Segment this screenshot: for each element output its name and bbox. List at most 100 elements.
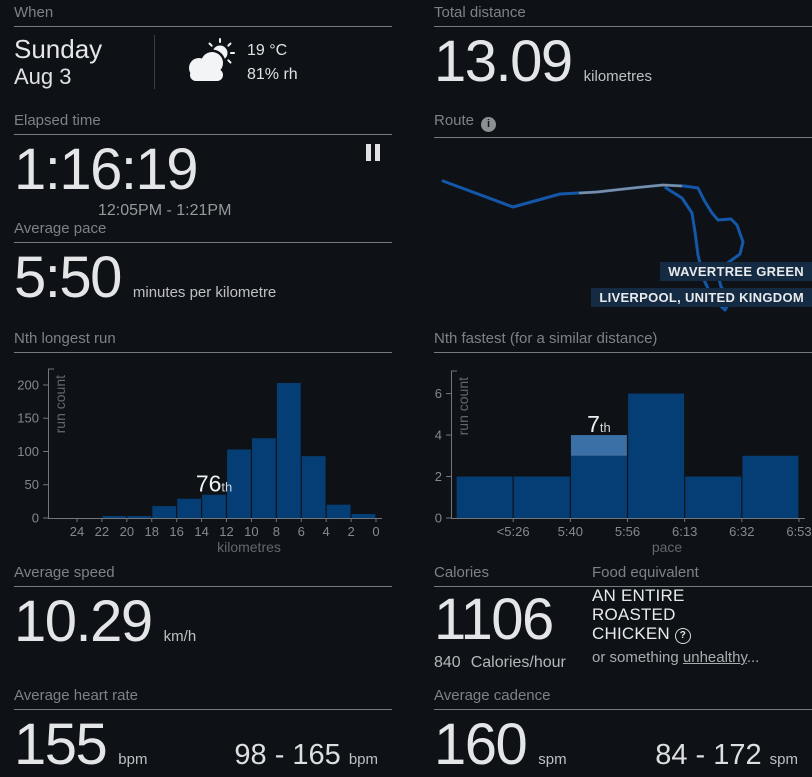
unhealthy-link[interactable]: unhealthy	[682, 649, 747, 666]
temperature-text: 19 °C	[247, 42, 288, 59]
svg-text:2: 2	[435, 469, 442, 484]
heart-rate-range: 98 - 165 bpm	[234, 739, 378, 772]
svg-text:run count: run count	[52, 375, 68, 433]
average-heart-rate-unit: bpm	[118, 751, 148, 768]
svg-text:2: 2	[347, 524, 354, 539]
when-content: Sunday Aug 3	[14, 35, 392, 90]
average-pace-section: Average pace 5:50 minutes per kilometre	[14, 220, 392, 307]
svg-text:6: 6	[298, 524, 305, 539]
average-cadence-value: 160	[434, 712, 528, 777]
svg-text:200: 200	[17, 377, 39, 392]
svg-text:4: 4	[435, 428, 442, 443]
average-cadence-label: Average cadence	[434, 687, 551, 704]
average-pace-unit: minutes per kilometre	[132, 284, 277, 301]
cadence-range-unit: spm	[769, 751, 798, 768]
route-location-area: WAVERTREE GREEN	[660, 262, 812, 281]
route-label: Route	[434, 112, 475, 129]
question-icon[interactable]: ?	[674, 628, 691, 644]
route-path-svg	[441, 179, 745, 312]
partly-cloudy-icon	[183, 37, 237, 90]
food-equivalent-block: AN ENTIRE ROASTED CHICKEN? or something …	[592, 586, 812, 666]
day-text: Sunday	[14, 34, 103, 64]
time-range-text: 12:05PM - 1:21PM	[98, 202, 232, 219]
svg-text:0: 0	[435, 511, 442, 526]
average-cadence-section: Average cadence 160 spm 84 - 172 spm	[434, 687, 812, 774]
average-pace-header: Average pace	[14, 220, 392, 243]
calories-food-header: Calories Food equivalent	[434, 564, 812, 587]
svg-text:18: 18	[145, 524, 159, 539]
average-speed-label: Average speed	[14, 564, 115, 581]
svg-text:50: 50	[25, 477, 39, 492]
svg-text:7th: 7th	[587, 411, 611, 437]
svg-text:pace: pace	[652, 539, 683, 555]
info-icon[interactable]: i	[481, 117, 497, 132]
calories-label: Calories	[434, 564, 490, 581]
average-speed-value: 10.29	[14, 589, 153, 654]
food-equivalent-alt: or something unhealthy...	[592, 649, 760, 666]
elapsed-time-value: 1:16:19	[14, 137, 199, 202]
average-heart-rate-value: 155	[14, 712, 108, 777]
svg-text:10: 10	[244, 524, 258, 539]
date-block: Sunday Aug 3	[14, 35, 130, 90]
average-heart-rate-label: Average heart rate	[14, 687, 138, 704]
average-heart-rate-section: Average heart rate 155 bpm 98 - 165 bpm	[14, 687, 392, 774]
average-speed-header: Average speed	[14, 564, 392, 587]
svg-text:run count: run count	[455, 377, 471, 435]
svg-text:150: 150	[17, 411, 39, 426]
route-location-city: LIVERPOOL, UNITED KINGDOM	[591, 288, 812, 307]
fastest-run-section: Nth fastest (for a similar distance) 0 2 4…	[434, 330, 812, 560]
svg-text:16: 16	[169, 524, 183, 539]
total-distance-section: Total distance 13.09 kilometres	[434, 4, 812, 91]
route-section: Route i WAVERTREE GREEN LIVERPOOL, UNITED…	[434, 112, 812, 338]
average-speed-unit: km/h	[163, 628, 197, 645]
left-column: When Sunday Aug 3	[14, 0, 392, 774]
pause-icon[interactable]	[364, 144, 382, 166]
right-column: Total distance 13.09 kilometres Route i W…	[434, 0, 812, 774]
food-equivalent-name: AN ENTIRE ROASTED CHICKEN?	[592, 586, 714, 644]
calories-rate-value: 840	[434, 654, 461, 671]
average-speed-section: Average speed 10.29 km/h	[14, 564, 392, 651]
svg-text:24: 24	[70, 524, 84, 539]
svg-text:4: 4	[323, 524, 330, 539]
when-divider	[154, 35, 155, 89]
average-cadence-header: Average cadence	[434, 687, 812, 710]
date-text: Aug 3	[14, 63, 72, 89]
average-pace-value: 5:50	[14, 245, 122, 310]
svg-text:100: 100	[17, 444, 39, 459]
longest-run-header: Nth longest run	[14, 330, 392, 353]
total-distance-unit: kilometres	[583, 68, 653, 85]
svg-text:0: 0	[372, 524, 379, 539]
calories-section: Calories Food equivalent 1106 840 Calorie…	[434, 564, 812, 672]
route-map: WAVERTREE GREEN LIVERPOOL, UNITED KINGDO…	[434, 140, 812, 338]
when-section: When Sunday Aug 3	[14, 4, 392, 90]
elapsed-time-section: Elapsed time 1:16:19 12:05PM - 1:21PM	[14, 112, 392, 220]
svg-text:12: 12	[219, 524, 233, 539]
svg-text:20: 20	[120, 524, 134, 539]
fastest-run-histogram: 0 2 4 6 run count <5:26 5:40 5:56 6:13 6:32 6:53 pa…	[435, 370, 812, 555]
svg-text:14: 14	[194, 524, 208, 539]
longest-run-title: Nth longest run	[14, 330, 116, 347]
svg-text:6:53: 6:53	[786, 524, 811, 539]
svg-text:0: 0	[32, 511, 39, 526]
calories-value: 1106	[434, 587, 554, 652]
cadence-range: 84 - 172 spm	[655, 739, 798, 772]
fastest-run-title: Nth fastest (for a similar distance)	[434, 330, 658, 347]
elapsed-time-label: Elapsed time	[14, 112, 101, 129]
route-header: Route i	[434, 112, 812, 138]
weather-readings: 19 °C 81% rh	[247, 39, 298, 87]
svg-text:<5:26: <5:26	[497, 524, 530, 539]
svg-text:5:40: 5:40	[558, 524, 583, 539]
average-pace-label: Average pace	[14, 220, 107, 237]
heart-rate-range-unit: bpm	[348, 751, 378, 768]
calories-rate-unit: Calories/hour	[470, 654, 566, 671]
cadence-range-value: 84 - 172	[655, 739, 762, 771]
average-heart-rate-header: Average heart rate	[14, 687, 392, 710]
svg-text:5:56: 5:56	[615, 524, 640, 539]
when-label: When	[14, 4, 54, 21]
svg-text:6:32: 6:32	[729, 524, 754, 539]
longest-run-section: Nth longest run 0 50 100 150 200 run count 24 2…	[14, 330, 392, 560]
svg-text:22: 22	[95, 524, 109, 539]
elapsed-time-header: Elapsed time	[14, 112, 392, 135]
calories-rate: 840 Calories/hour	[434, 654, 812, 672]
